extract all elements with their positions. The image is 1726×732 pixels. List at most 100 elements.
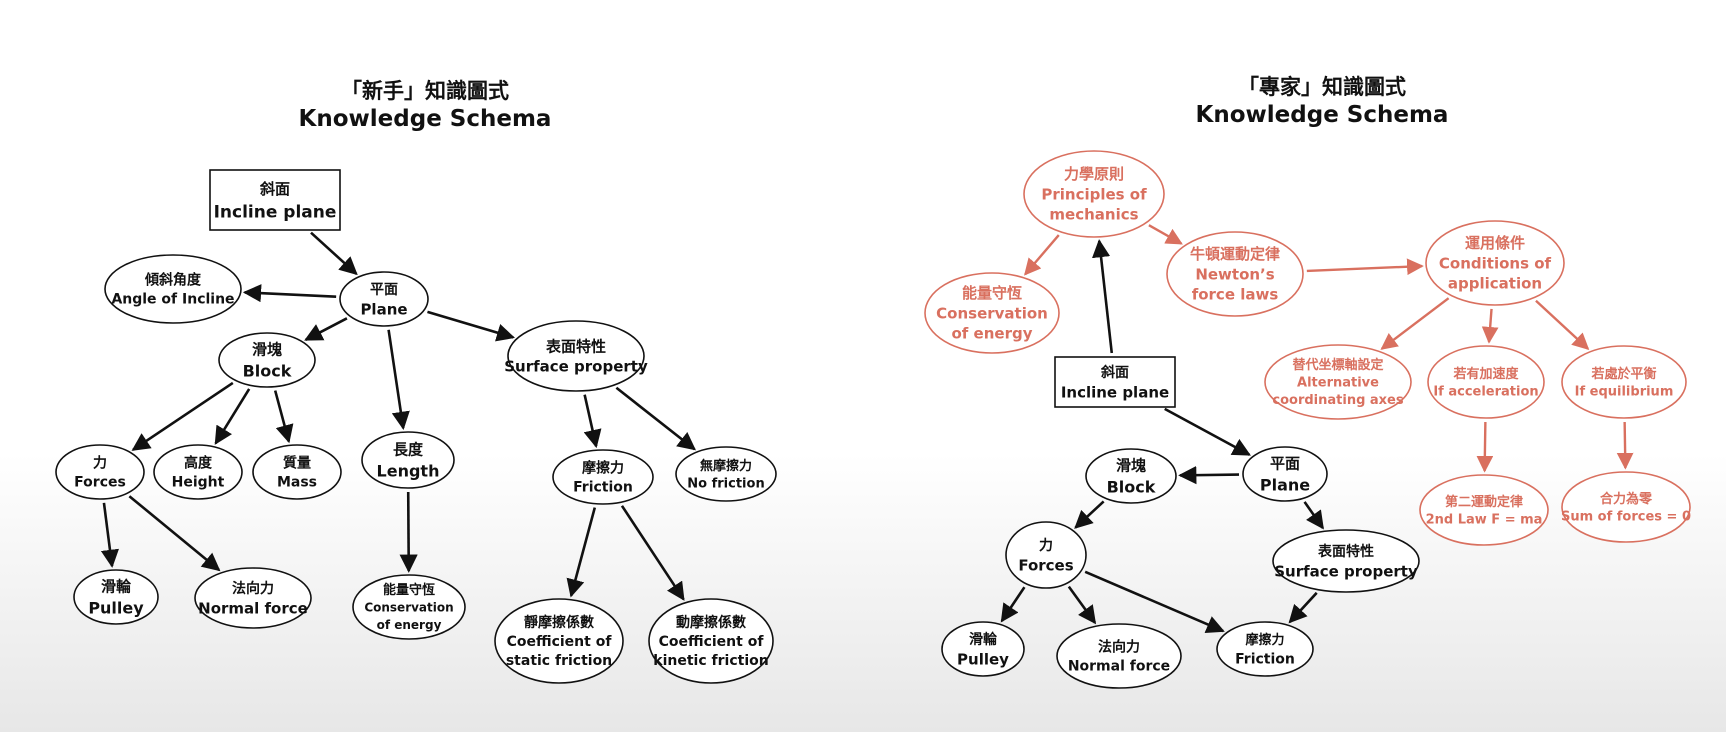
edge-novice-plane-to-block	[304, 317, 348, 341]
novice-node-forces: 力 Forces	[55, 444, 145, 500]
edge-expert-incline-to-plane	[1164, 407, 1251, 456]
novice-node-kinetic-label-en2: kinetic friction	[653, 653, 768, 669]
novice-node-static-label-en2: static friction	[506, 653, 612, 669]
novice-node-mass-label-en: Mass	[277, 474, 317, 490]
expert-node-principles-label-zh: 力學原則	[1064, 165, 1124, 183]
expert-node-equil-shape	[1561, 345, 1687, 419]
expert-node-sumzero: 合力為零 Sum of forces = 0	[1561, 471, 1691, 543]
expert-node-axes-label-en2: coordinating axes	[1272, 393, 1404, 408]
novice-node-height: 高度 Height	[153, 444, 243, 500]
novice-node-height-shape	[153, 444, 243, 500]
edge-expert-newton-to-conditions	[1306, 258, 1424, 276]
novice-node-incline-label-en: Incline plane	[214, 203, 337, 223]
edge-novice-forces-to-pulley	[100, 502, 119, 568]
expert-node-conditions-label-en2: application	[1448, 275, 1542, 293]
expert-node-sumzero-label-zh: 合力為零	[1600, 491, 1653, 507]
expert-node-newton-shape	[1166, 231, 1304, 317]
edge-novice-forces-to-normal	[128, 495, 221, 572]
edge-novice-plane-to-surface	[427, 310, 516, 342]
edge-novice-length-to-energy	[399, 491, 418, 573]
expert-node-surface: 表面特性 Surface property	[1272, 529, 1420, 593]
novice-node-energy-label-en: Conservation	[364, 600, 453, 614]
expert-node-normal-label-en: Normal force	[1068, 658, 1170, 674]
expert-title-zh: 「專家」知識圖式	[1238, 75, 1406, 99]
expert-node-newton: 牛頓運動定律 Newton’s force laws	[1166, 231, 1304, 317]
expert-node-secondlaw-shape	[1419, 474, 1549, 546]
novice-node-forces-label-en: Forces	[74, 474, 126, 490]
novice-node-incline-label-zh: 斜面	[259, 180, 290, 198]
novice-node-normal-label-en: Normal force	[198, 600, 308, 618]
expert-node-plane: 平面 Plane	[1242, 446, 1328, 502]
novice-node-length-label-zh: 長度	[393, 441, 424, 459]
expert-node-forces-label-en: Forces	[1018, 557, 1073, 575]
edge-novice-plane-to-angle	[242, 284, 337, 303]
expert-node-equil-label-zh: 若處於平衡	[1590, 366, 1656, 382]
expert-node-forces-shape	[1005, 521, 1087, 589]
novice-node-plane-label-zh: 平面	[370, 282, 398, 298]
expert-node-plane-label-en: Plane	[1260, 476, 1310, 495]
novice-node-normal: 法向力 Normal force	[194, 567, 312, 629]
novice-node-kinetic: 動摩擦係數 Coefficient of kinetic friction	[648, 598, 774, 684]
novice-node-friction-shape	[552, 449, 654, 505]
edge-expert-forces-to-pulley	[1000, 586, 1026, 623]
novice-node-pulley-shape	[73, 569, 159, 625]
expert-node-energy-label-en: Conservation	[936, 304, 1048, 322]
expert-node-pulley-label-zh: 滑輪	[969, 631, 998, 648]
novice-node-energy-shape	[352, 574, 466, 640]
edge-expert-incline-to-principles	[1092, 239, 1114, 354]
expert-node-pulley: 滑輪 Pulley	[941, 621, 1025, 677]
expert-node-sumzero-shape	[1561, 471, 1691, 543]
expert-node-surface-label-en: Surface property	[1274, 563, 1418, 581]
edge-expert-equil-to-sumzero	[1616, 421, 1634, 470]
edge-novice-surface-to-friction	[583, 394, 602, 449]
novice-node-surface-label-en: Surface property	[504, 358, 648, 376]
edge-expert-principles-to-energy	[1024, 234, 1060, 276]
novice-node-mass-shape	[252, 444, 342, 500]
expert-node-plane-label-zh: 平面	[1270, 455, 1300, 473]
edge-expert-conditions-to-equil	[1535, 299, 1590, 350]
novice-node-nofriction-label-zh: 無摩擦力	[700, 458, 752, 474]
expert-node-secondlaw-label-zh: 第二運動定律	[1445, 494, 1523, 510]
novice-node-static-label-zh: 靜摩擦係數	[524, 614, 594, 631]
expert-node-surface-shape	[1272, 529, 1420, 593]
expert-node-incline-label-en: Incline plane	[1061, 384, 1169, 402]
novice-node-angle-label-en: Angle of Incline	[111, 291, 234, 307]
expert-node-energy-label-en2: of energy	[952, 325, 1033, 343]
expert-node-energy: 能量守恆 Conservation of energy	[924, 272, 1060, 354]
edge-expert-forces-to-friction	[1084, 570, 1225, 633]
expert-node-principles-shape	[1023, 150, 1165, 238]
novice-node-mass-label-zh: 質量	[283, 455, 311, 472]
edge-novice-block-to-mass	[273, 390, 294, 444]
novice-node-angle-shape	[104, 254, 242, 324]
novice-node-height-label-zh: 高度	[184, 455, 213, 472]
novice-node-surface-shape	[507, 320, 645, 392]
novice-node-forces-label-zh: 力	[93, 455, 107, 472]
novice-node-friction-label-zh: 摩擦力	[582, 460, 624, 477]
expert-node-energy-shape	[924, 272, 1060, 354]
expert-node-block: 滑塊 Block	[1085, 448, 1177, 504]
novice-node-length: 長度 Length	[361, 431, 455, 489]
edge-expert-conditions-to-accel	[1481, 308, 1499, 344]
expert-node-secondlaw-label-en: 2nd Law F = ma	[1426, 512, 1543, 527]
expert-node-normal-label-zh: 法向力	[1098, 639, 1140, 656]
novice-node-pulley: 滑輪 Pulley	[73, 569, 159, 625]
novice-node-surface-label-zh: 表面特性	[546, 337, 606, 355]
edge-novice-incline-to-plane	[310, 231, 358, 276]
novice-node-nofriction-label-en: No friction	[687, 476, 764, 491]
novice-node-angle-label-zh: 傾斜角度	[144, 272, 202, 289]
novice-node-friction: 摩擦力 Friction	[552, 449, 654, 505]
expert-node-block-label-zh: 滑塊	[1116, 457, 1146, 475]
edge-novice-plane-to-length	[387, 329, 410, 430]
expert-node-pulley-shape	[941, 621, 1025, 677]
expert-node-secondlaw: 第二運動定律 2nd Law F = ma	[1419, 474, 1549, 546]
expert-node-accel-shape	[1427, 345, 1545, 419]
edge-expert-block-to-forces	[1074, 500, 1105, 529]
novice-node-energy-label-zh: 能量守恆	[383, 582, 435, 598]
expert-node-normal: 法向力 Normal force	[1056, 623, 1182, 689]
novice-node-energy-label-en2: of energy	[377, 618, 442, 632]
expert-node-axes-shape	[1264, 344, 1412, 420]
expert-node-conditions-shape	[1425, 220, 1565, 306]
expert-node-normal-shape	[1056, 623, 1182, 689]
novice-node-friction-label-en: Friction	[573, 479, 633, 495]
novice-node-nofriction: 無摩擦力 No friction	[675, 446, 777, 502]
